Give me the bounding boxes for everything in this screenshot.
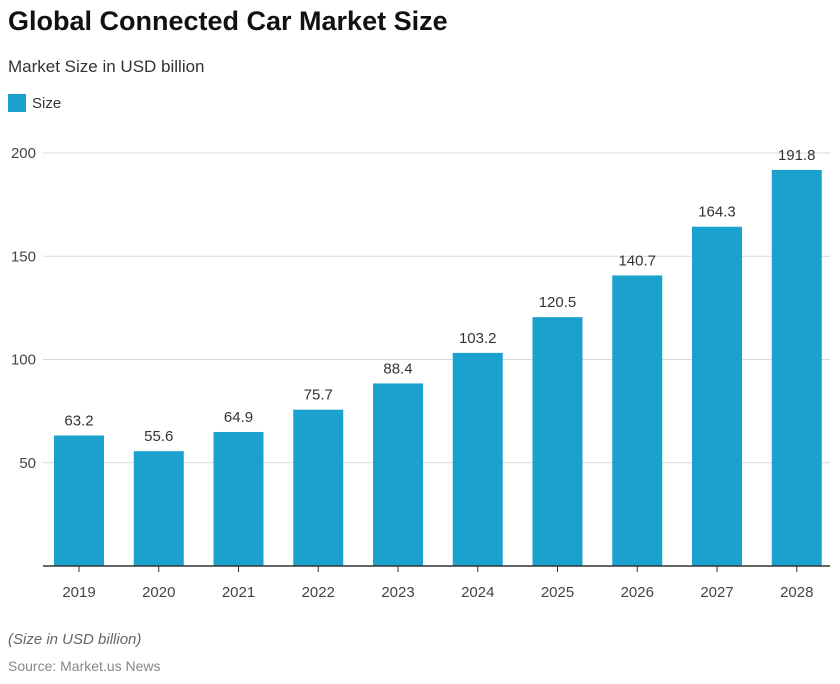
x-tick-label: 2022: [302, 584, 335, 601]
bar: [54, 435, 104, 566]
chart-source: Source: Market.us News: [8, 658, 161, 674]
bar: [293, 409, 344, 566]
x-tick-label: 2027: [700, 584, 733, 601]
x-tick-label: 2023: [381, 584, 414, 601]
bar: [612, 275, 663, 566]
data-label: 103.2: [459, 330, 497, 347]
bar: [692, 226, 742, 566]
x-tick-label: 2021: [222, 584, 255, 601]
data-label: 191.8: [778, 147, 816, 164]
data-label: 140.7: [618, 252, 656, 269]
data-label: 164.3: [698, 204, 736, 221]
y-tick-label: 200: [11, 145, 36, 162]
bar: [771, 169, 822, 567]
bar-chart: 50 100 150 200 63.2 2019 55.6 2020 64.9 2021 75.7 2…: [11, 145, 830, 601]
data-label: 63.2: [64, 412, 93, 429]
y-tick-label: 50: [19, 455, 36, 472]
bar: [213, 431, 264, 566]
bar: [373, 383, 423, 566]
data-label: 75.7: [304, 387, 333, 404]
x-tick-label: 2028: [780, 584, 813, 601]
y-tick-label: 150: [11, 248, 36, 265]
legend-swatch: [8, 94, 26, 112]
x-tick-label: 2019: [62, 584, 95, 601]
x-tick-label: 2026: [621, 584, 654, 601]
data-label: 64.9: [224, 409, 253, 426]
y-tick-label: 100: [11, 352, 36, 369]
data-label: 88.4: [383, 360, 412, 377]
bar: [452, 352, 503, 566]
x-tick-label: 2024: [461, 584, 494, 601]
chart-subtitle: Market Size in USD billion: [8, 57, 205, 76]
legend-label: Size: [32, 94, 62, 112]
x-tick-label: 2025: [541, 584, 574, 601]
legend: Size: [8, 94, 61, 112]
chart-note: (Size in USD billion): [8, 631, 142, 648]
chart-title: Global Connected Car Market Size: [8, 6, 448, 36]
data-label: 55.6: [144, 428, 173, 445]
x-tick-label: 2020: [142, 584, 175, 601]
data-label: 120.5: [539, 294, 577, 311]
bar: [133, 451, 184, 566]
bar: [532, 317, 583, 566]
